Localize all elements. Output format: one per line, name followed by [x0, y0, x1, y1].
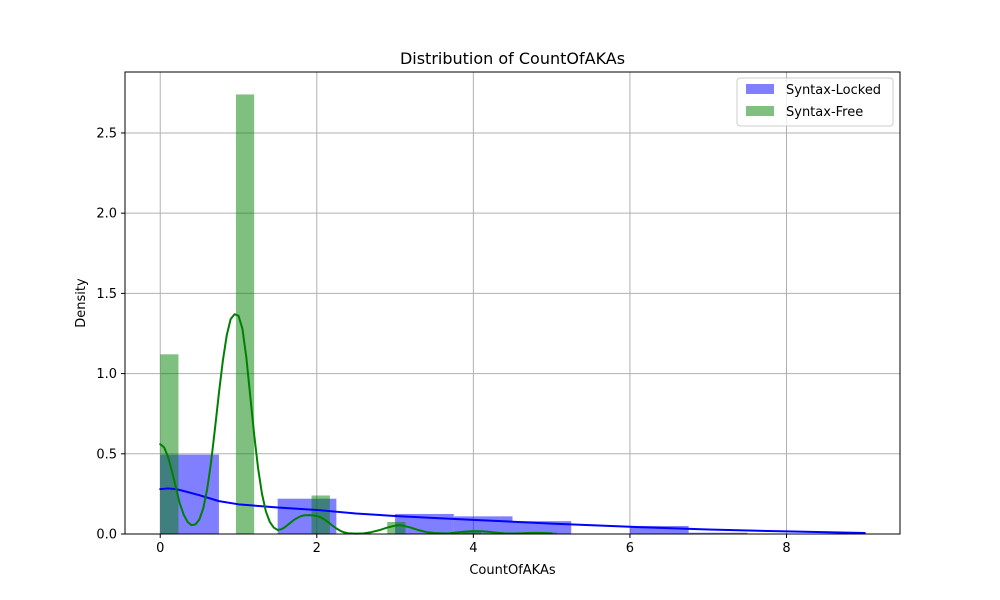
bar-syntax-free [462, 530, 482, 534]
y-axis-ticks: 0.0 0.5 1.0 1.5 2.0 2.5 [96, 126, 125, 543]
kde-line-syntax-free [159, 313, 553, 535]
x-axis-ticks: 0 2 4 6 8 [156, 534, 791, 556]
y-tick-label: 1.5 [96, 287, 117, 302]
bar-syntax-locked [688, 532, 748, 534]
x-tick-label: 8 [782, 541, 790, 556]
legend-label-syntax-free: Syntax-Free [786, 105, 863, 120]
bar-syntax-locked [629, 525, 689, 534]
legend: Syntax-Locked Syntax-Free [736, 77, 894, 127]
y-tick-label: 1.0 [96, 367, 117, 382]
bars-layer [160, 94, 748, 534]
y-axis-label: Density [74, 278, 89, 328]
legend-label-syntax-locked: Syntax-Locked [786, 83, 881, 98]
bar-syntax-free [387, 521, 406, 534]
y-tick-label: 0.5 [96, 447, 117, 462]
chart-title: Distribution of CountOfAKAs [400, 49, 625, 68]
x-tick-label: 6 [626, 541, 634, 556]
y-tick-label: 2.0 [96, 207, 117, 222]
x-tick-label: 4 [469, 541, 477, 556]
legend-box [736, 77, 894, 127]
legend-swatch-syntax-free [746, 106, 774, 116]
plot-frame [124, 71, 901, 535]
bar-syntax-free [160, 354, 179, 534]
kde-line-syntax-locked [159, 487, 866, 535]
legend-swatch-syntax-locked [746, 84, 774, 94]
x-tick-label: 2 [313, 541, 321, 556]
x-axis-label: CountOfAKAs [469, 563, 555, 578]
kde-layer [159, 313, 866, 535]
y-tick-label: 2.5 [96, 126, 117, 141]
x-tick-label: 0 [156, 541, 164, 556]
y-tick-label: 0.0 [96, 528, 117, 543]
bar-syntax-free [311, 495, 330, 534]
bar-syntax-free [235, 94, 255, 534]
